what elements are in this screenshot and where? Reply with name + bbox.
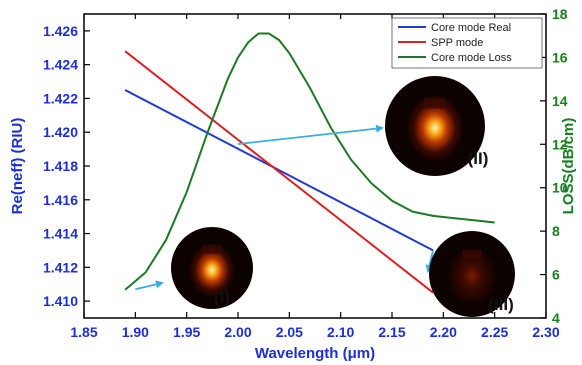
x-tick-label: 2.10 bbox=[327, 324, 354, 340]
inset-arrow bbox=[425, 250, 434, 273]
legend: Core mode Real SPP mode Core mode Loss bbox=[391, 17, 543, 69]
mode-field-hotspot bbox=[448, 248, 496, 304]
series-line-core-mode-loss bbox=[124, 32, 495, 291]
y-left-tick-label: 1.416 bbox=[43, 192, 78, 208]
x-tick-label: 2.05 bbox=[276, 324, 303, 340]
y-right-tick-label: 12 bbox=[552, 136, 568, 152]
y-left-tick-label: 1.410 bbox=[43, 293, 78, 309]
series-line-spp-mode bbox=[124, 50, 434, 294]
x-axis-label: Wavelength (μm) bbox=[255, 345, 375, 362]
mode-field-detail bbox=[462, 250, 482, 259]
y-left-tick-label: 1.424 bbox=[43, 57, 78, 73]
y-right-tick-label: 6 bbox=[552, 267, 560, 283]
legend-label: SPP mode bbox=[431, 37, 483, 49]
mode-field-hotspot bbox=[407, 95, 463, 161]
x-tick-label: 1.85 bbox=[70, 324, 97, 340]
y-axis-left-label: Re(neff) (RIU) bbox=[9, 118, 26, 215]
inset-label: (III) bbox=[488, 295, 514, 314]
x-tick-label: 2.20 bbox=[430, 324, 457, 340]
y-left-tick-label: 1.412 bbox=[43, 259, 78, 275]
ticks: 1.85 1.90 1.95 2.00 2.05 2.10 2.15 2.20 2.25 2.30… bbox=[43, 6, 568, 340]
inset-label: (II) bbox=[468, 149, 489, 168]
x-tick-label: 1.90 bbox=[122, 324, 149, 340]
y-axis-right-label: LOSS(dB/cm) bbox=[560, 118, 577, 215]
inset-arrow bbox=[135, 280, 164, 291]
mode-field-detail bbox=[424, 98, 446, 109]
legend-label: Core mode Loss bbox=[431, 52, 512, 64]
x-tick-label: 2.25 bbox=[481, 324, 508, 340]
y-left-tick-label: 1.414 bbox=[43, 226, 78, 242]
x-tick-label: 2.30 bbox=[532, 324, 559, 340]
legend-label: Core mode Real bbox=[431, 22, 511, 34]
y-right-tick-label: 16 bbox=[552, 49, 568, 65]
y-right-tick-label: 10 bbox=[552, 180, 568, 196]
curves bbox=[124, 32, 495, 294]
y-left-tick-label: 1.420 bbox=[43, 124, 78, 140]
y-right-tick-label: 18 bbox=[552, 6, 568, 22]
inset-label: (I) bbox=[214, 288, 230, 307]
y-left-tick-label: 1.418 bbox=[43, 158, 78, 174]
insets: (I) (II) (III) bbox=[135, 76, 515, 317]
y-left-tick-label: 1.426 bbox=[43, 23, 78, 39]
y-right-tick-label: 4 bbox=[552, 310, 560, 326]
y-left-tick-label: 1.422 bbox=[43, 90, 78, 106]
x-tick-label: 2.15 bbox=[378, 324, 405, 340]
series-line-core-mode-real bbox=[124, 89, 434, 252]
inset-arrow bbox=[237, 124, 384, 145]
mode-field-detail bbox=[202, 245, 222, 254]
mode-field-hotspot bbox=[189, 243, 235, 297]
x-tick-label: 2.00 bbox=[224, 324, 251, 340]
x-tick-label: 1.95 bbox=[173, 324, 200, 340]
y-right-tick-label: 8 bbox=[552, 223, 560, 239]
y-right-tick-label: 14 bbox=[552, 93, 568, 109]
